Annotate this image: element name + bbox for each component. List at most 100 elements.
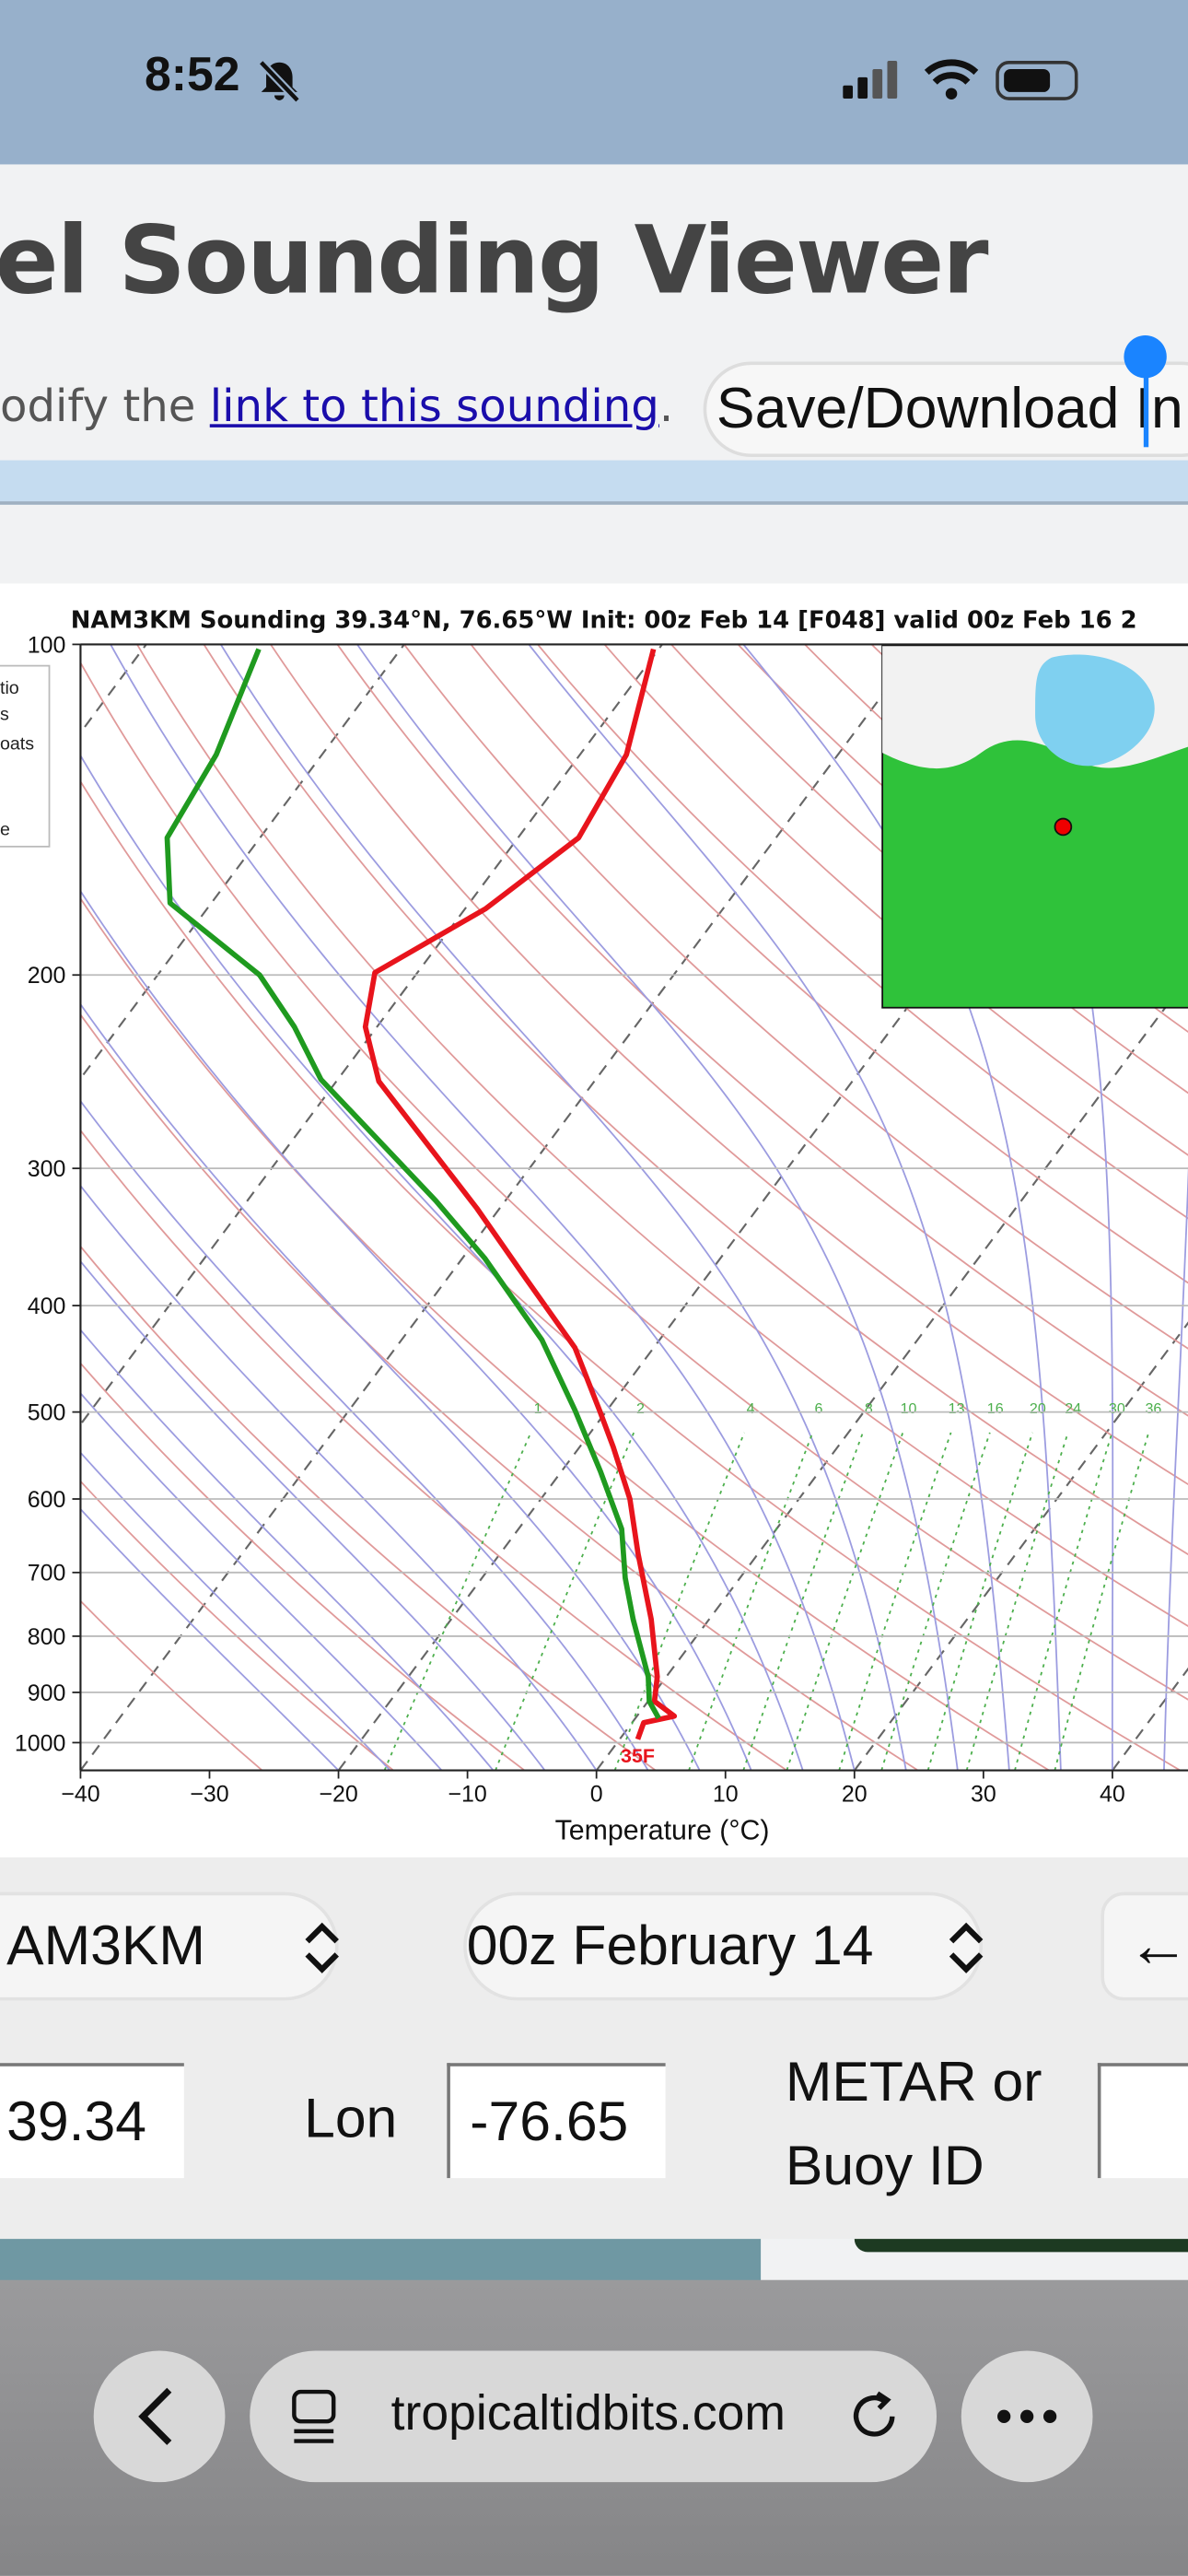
mixing-ratio-label: 1 — [534, 1400, 542, 1417]
mixing-ratio-line — [688, 1432, 814, 1771]
mixing-ratio-label: 10 — [901, 1400, 917, 1417]
dry-adiabat — [80, 1129, 787, 1771]
sounding-line — [362, 648, 678, 1740]
mixing-ratio-label: 6 — [815, 1400, 823, 1417]
y-tick-label: 1000 — [15, 1730, 66, 1756]
dry-adiabat — [136, 644, 1188, 1627]
x-tick-label: −10 — [448, 1782, 486, 1808]
y-tick-label: 100 — [28, 632, 66, 658]
lat-input[interactable]: 39.34 — [0, 2063, 184, 2179]
selection-handle[interactable] — [1124, 334, 1167, 379]
dry-adiabat — [80, 1245, 657, 1771]
back-button[interactable]: ← — [1101, 1891, 1188, 2001]
mixing-ratio-line — [495, 1432, 635, 1771]
mixing-ratio-line — [613, 1432, 746, 1771]
surface-label: 35F — [621, 1745, 655, 1767]
isotherm — [80, 644, 663, 1426]
silent-icon — [258, 59, 301, 103]
mixing-ratio-label: 20 — [1030, 1400, 1046, 1417]
x-tick-label: 40 — [1100, 1782, 1125, 1808]
mixing-ratio-line — [786, 1432, 904, 1771]
y-tick-label: 500 — [28, 1400, 66, 1426]
y-tick-label: 800 — [28, 1624, 66, 1650]
model-select[interactable]: AM3KM — [0, 1891, 339, 2001]
lon-input[interactable]: -76.65 — [447, 2063, 666, 2179]
dry-adiabat — [670, 644, 1188, 1095]
x-tick-label: 0 — [590, 1782, 603, 1808]
more-button[interactable] — [961, 2350, 1093, 2483]
x-tick-label: −30 — [190, 1782, 228, 1808]
url-bar[interactable] — [250, 2350, 938, 2483]
y-tick-label: 300 — [28, 1156, 66, 1182]
mixing-ratio-label: 16 — [987, 1400, 1004, 1417]
sounding-chart: NAM3KM Sounding 39.34°N, 76.65°W Init: 0… — [0, 583, 1188, 1858]
legend-text: oats — [0, 734, 34, 755]
mixing-ratio-line — [383, 1432, 532, 1771]
x-tick-label: −20 — [319, 1782, 357, 1808]
mixing-ratio-label: 13 — [949, 1400, 965, 1417]
highlight-band — [0, 460, 1188, 505]
chevrons — [305, 1922, 339, 1973]
y-tick-label: 700 — [28, 1561, 66, 1587]
page-strip — [854, 2239, 1188, 2253]
dry-adiabat — [203, 644, 1188, 1556]
page-title: el Sounding Viewer — [0, 206, 989, 316]
sounding-link[interactable]: link to this sounding — [209, 381, 659, 433]
y-tick-label: 200 — [28, 963, 66, 989]
dry-adiabat — [80, 661, 1188, 1701]
mixing-ratio-line — [965, 1432, 1069, 1771]
mixing-ratio-label: 8 — [865, 1400, 873, 1417]
intro-after: . — [658, 381, 674, 433]
save-button[interactable]: Save/Download In — [703, 361, 1188, 458]
clock: 8:52 — [145, 49, 240, 102]
text-cursor — [1143, 374, 1149, 448]
y-tick-label: 600 — [28, 1487, 66, 1513]
mixing-ratio-line — [1014, 1432, 1113, 1771]
dry-adiabat — [80, 779, 1182, 1771]
status-bar: 8:52 — [0, 0, 1188, 165]
station-input[interactable] — [1097, 2063, 1188, 2179]
mixing-ratio-line — [926, 1432, 1034, 1771]
init-select[interactable]: 00z February 14 — [463, 1891, 983, 2001]
x-tick-label: −40 — [61, 1782, 99, 1808]
y-tick-label: 400 — [28, 1294, 66, 1319]
more-icon — [997, 2409, 1057, 2423]
back-nav[interactable] — [93, 2350, 226, 2483]
mixing-ratio-label: 30 — [1109, 1400, 1125, 1417]
chart-title: NAM3KM Sounding 39.34°N, 76.65°W Init: 0… — [71, 607, 1137, 635]
isotherm — [80, 644, 405, 1081]
isotherm — [80, 644, 922, 1771]
lon-label: Lon — [304, 2087, 398, 2150]
mixing-ratio-label: 24 — [1065, 1400, 1081, 1417]
mixing-ratio-line — [880, 1432, 991, 1771]
sounding-line — [164, 648, 661, 1720]
legend-text: tio — [0, 678, 19, 698]
reload-icon[interactable] — [844, 2387, 903, 2446]
dry-adiabat — [537, 644, 1188, 1220]
tabs-icon — [292, 2389, 336, 2443]
page-strip — [0, 2239, 762, 2282]
dry-adiabat — [80, 1362, 526, 1771]
chevrons — [949, 1922, 984, 1973]
dry-adiabat — [470, 644, 1188, 1284]
y-tick-label: 900 — [28, 1680, 66, 1706]
mixing-ratio-label: 4 — [747, 1400, 755, 1417]
dry-adiabat — [270, 644, 1188, 1486]
mixing-ratio-line — [1054, 1432, 1150, 1771]
dry-adiabat — [336, 644, 1188, 1417]
mixing-ratio-line — [742, 1432, 864, 1771]
station-label: METAR or — [785, 2051, 1042, 2114]
dry-adiabat — [603, 644, 1188, 1156]
dry-adiabat — [403, 644, 1188, 1350]
mixing-ratio-line — [838, 1432, 952, 1771]
inset-snow — [1035, 654, 1155, 767]
legend-box — [0, 664, 51, 848]
x-tick-label: 30 — [971, 1782, 996, 1808]
url-text: tropicaltidbits.com — [390, 2386, 786, 2441]
inset-location — [1054, 817, 1073, 837]
station-label: Buoy ID — [785, 2135, 984, 2198]
intro-before: odify the — [0, 381, 210, 433]
dry-adiabat — [80, 1480, 394, 1771]
